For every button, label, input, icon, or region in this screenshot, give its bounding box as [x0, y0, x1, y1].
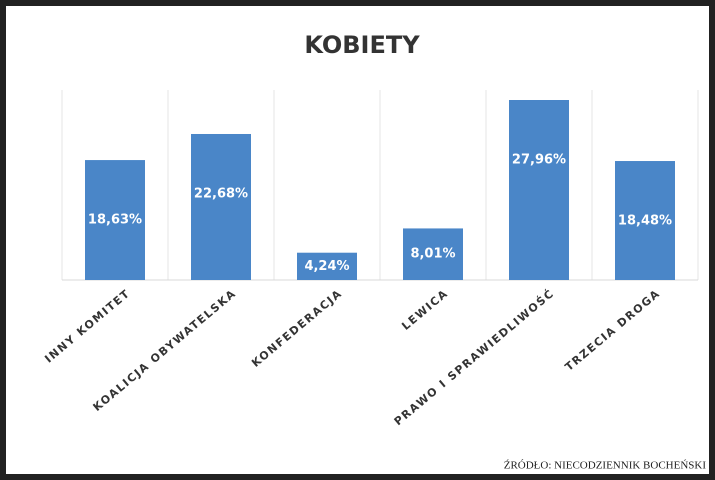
source-note: ŹRÓDŁO: NIECODZIENNIK BOCHEŃSKI — [504, 460, 707, 472]
bar — [615, 161, 675, 280]
bar — [297, 252, 357, 280]
value-label: 4,24% — [304, 259, 349, 274]
value-label: 18,63% — [88, 213, 142, 228]
bar — [191, 133, 251, 280]
bar — [403, 228, 463, 280]
bar — [509, 100, 569, 280]
chart-title: KOBIETY — [304, 31, 420, 59]
bar — [85, 160, 145, 280]
value-label: 8,01% — [410, 247, 455, 262]
value-label: 27,96% — [512, 153, 566, 168]
value-label: 18,48% — [618, 214, 672, 229]
value-label: 22,68% — [194, 186, 248, 201]
